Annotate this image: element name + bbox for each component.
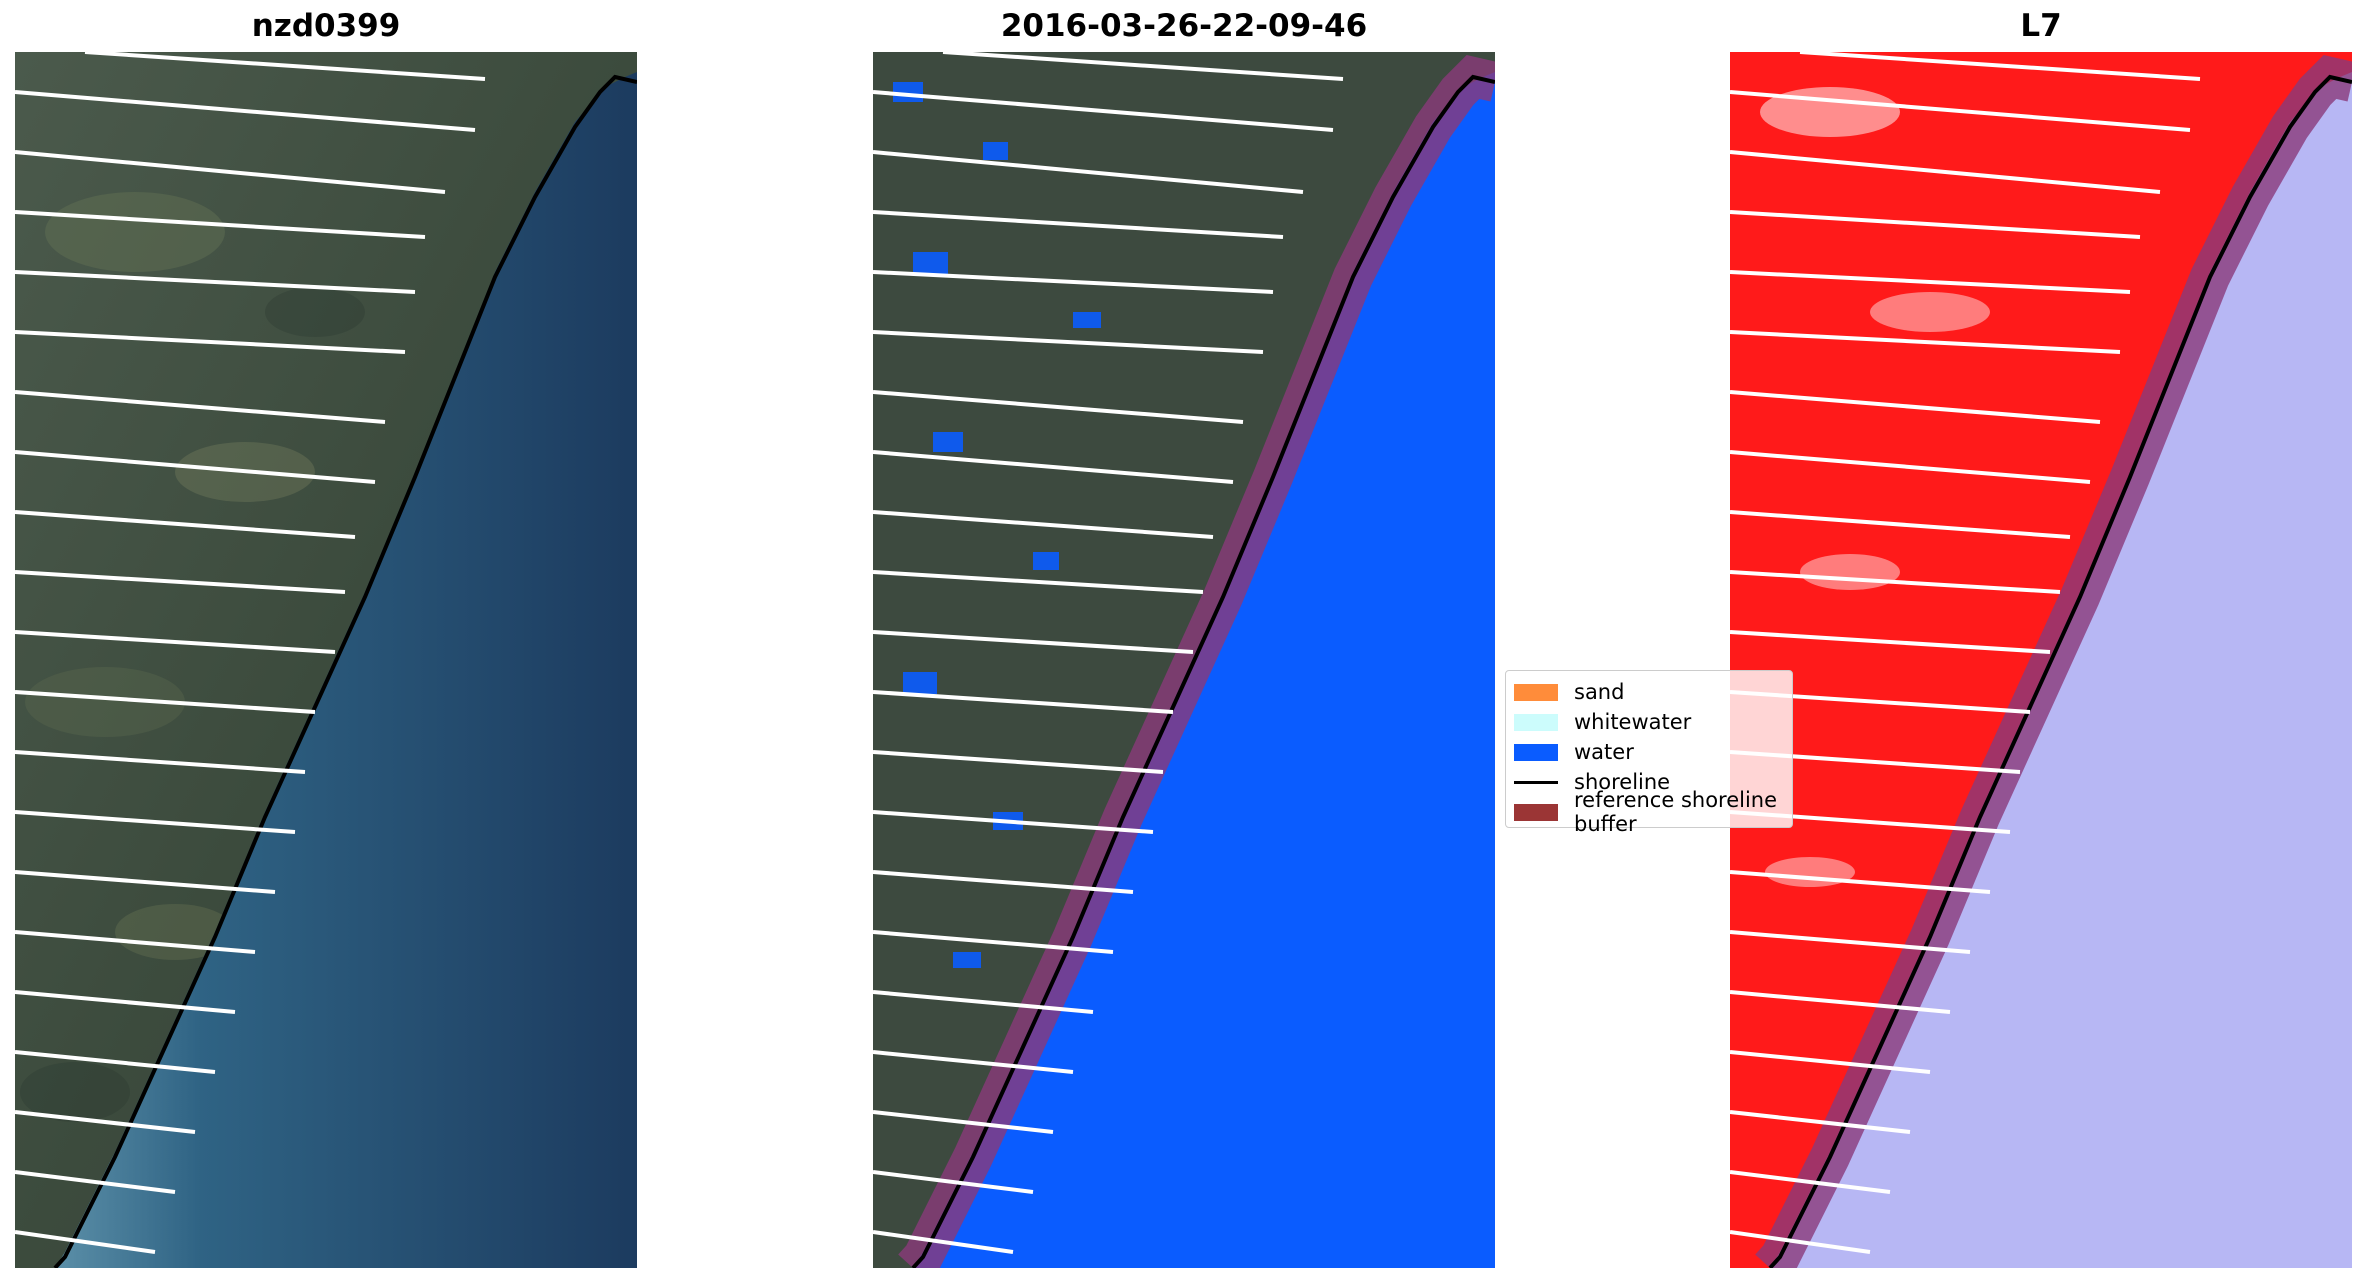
legend-label-sand: sand — [1574, 680, 1625, 704]
title-date: 2016-03-26-22-09-46 — [1000, 8, 1368, 44]
classified-image-panel — [873, 52, 1495, 1268]
reference-buffer-swatch — [1514, 803, 1558, 821]
l7-index-image — [1730, 52, 2352, 1268]
legend-item-reference-buffer: reference shoreline buffer — [1514, 788, 1784, 836]
rgb-image — [15, 52, 637, 1268]
legend: sand whitewater water shoreline referenc… — [1505, 670, 1793, 836]
shoreline — [1768, 74, 2352, 1268]
legend-item-water: water — [1514, 737, 1784, 767]
title-index: L7 — [2020, 8, 2062, 44]
legend-item-whitewater: whitewater — [1514, 707, 1784, 737]
legend-item-shoreline: shoreline — [1514, 767, 1784, 797]
l7-index-panel — [1730, 52, 2352, 1268]
transects — [15, 52, 486, 1254]
legend-label-water: water — [1574, 740, 1634, 764]
water-swatch — [1514, 743, 1558, 761]
transects — [873, 52, 1344, 1254]
terrain-highlights — [1760, 87, 1990, 887]
legend-label-shoreline: shoreline — [1574, 770, 1671, 794]
shoreline — [911, 74, 1495, 1268]
terrain-texture — [20, 192, 365, 1122]
shoreline — [53, 74, 637, 1268]
sand-swatch — [1514, 683, 1558, 701]
shoreline-swatch — [1514, 780, 1558, 784]
classified-image — [873, 52, 1495, 1268]
title-rgb: nzd0399 — [251, 8, 401, 44]
legend-label-whitewater: whitewater — [1574, 710, 1692, 734]
rgb-image-panel — [15, 52, 637, 1268]
legend-label-reference-buffer: reference shoreline buffer — [1574, 788, 1778, 836]
legend-item-sand: sand — [1514, 677, 1784, 707]
whitewater-swatch — [1514, 713, 1558, 731]
